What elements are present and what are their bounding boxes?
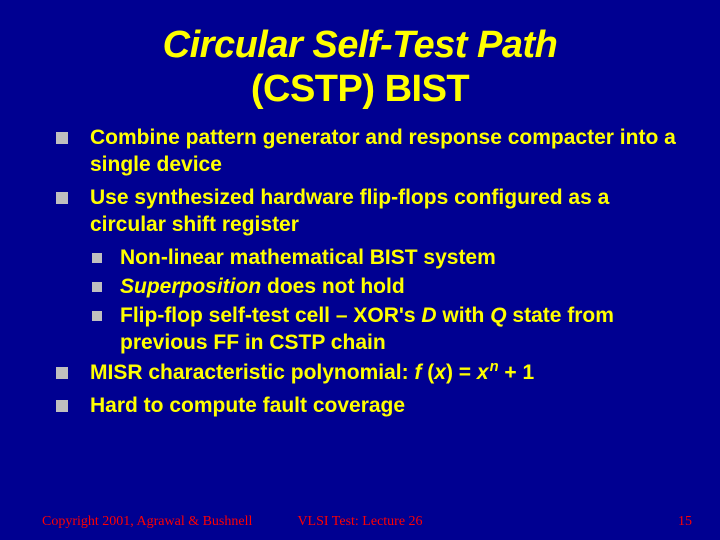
slide-body: Combine pattern generator and response c…: [0, 111, 720, 420]
text-span: + 1: [499, 361, 535, 384]
bullet-text: Non-linear mathematical BIST system: [120, 245, 680, 272]
title-line-2: (CSTP) BIST: [0, 68, 720, 112]
bullet-item: Use synthesized hardware flip-flops conf…: [56, 185, 680, 239]
italic-text: f: [414, 361, 427, 384]
square-bullet-icon: [56, 192, 68, 204]
text-span: does not hold: [261, 275, 404, 298]
italic-text: Q: [490, 304, 506, 327]
text-span: MISR characteristic polynomial:: [90, 361, 414, 384]
italic-text: Superposition: [120, 275, 261, 298]
italic-text: D: [421, 304, 436, 327]
bullet-text: Combine pattern generator and response c…: [90, 125, 680, 179]
bullet-text: Flip-flop self-test cell – XOR's D with …: [120, 303, 680, 357]
text-span: with: [437, 304, 491, 327]
bullet-item: Hard to compute fault coverage: [56, 393, 680, 420]
bullet-item: MISR characteristic polynomial: f (x) = …: [56, 360, 680, 387]
sub-bullet-item: Non-linear mathematical BIST system: [92, 245, 680, 272]
square-bullet-icon: [92, 282, 102, 292]
superscript: n: [490, 359, 499, 375]
bullet-item: Combine pattern generator and response c…: [56, 125, 680, 179]
bullet-text: Hard to compute fault coverage: [90, 393, 680, 420]
text-span: ) =: [446, 361, 477, 384]
slide: Circular Self-Test Path (CSTP) BIST Comb…: [0, 0, 720, 540]
square-bullet-icon: [56, 367, 68, 379]
footer-center: VLSI Test: Lecture 26: [0, 514, 720, 530]
bullet-text: Superposition does not hold: [120, 274, 680, 301]
title-line-1: Circular Self-Test Path: [0, 24, 720, 68]
square-bullet-icon: [92, 253, 102, 263]
square-bullet-icon: [92, 311, 102, 321]
footer-page-number: 15: [678, 514, 692, 530]
square-bullet-icon: [56, 400, 68, 412]
square-bullet-icon: [56, 132, 68, 144]
bullet-text: MISR characteristic polynomial: f (x) = …: [90, 360, 680, 387]
italic-text: x: [477, 361, 489, 384]
slide-title: Circular Self-Test Path (CSTP) BIST: [0, 0, 720, 111]
text-span: Flip-flop self-test cell – XOR's: [120, 304, 421, 327]
bullet-text: Use synthesized hardware flip-flops conf…: [90, 185, 680, 239]
italic-text: x: [434, 361, 446, 384]
sub-bullet-item: Superposition does not hold: [92, 274, 680, 301]
sub-bullet-item: Flip-flop self-test cell – XOR's D with …: [92, 303, 680, 357]
